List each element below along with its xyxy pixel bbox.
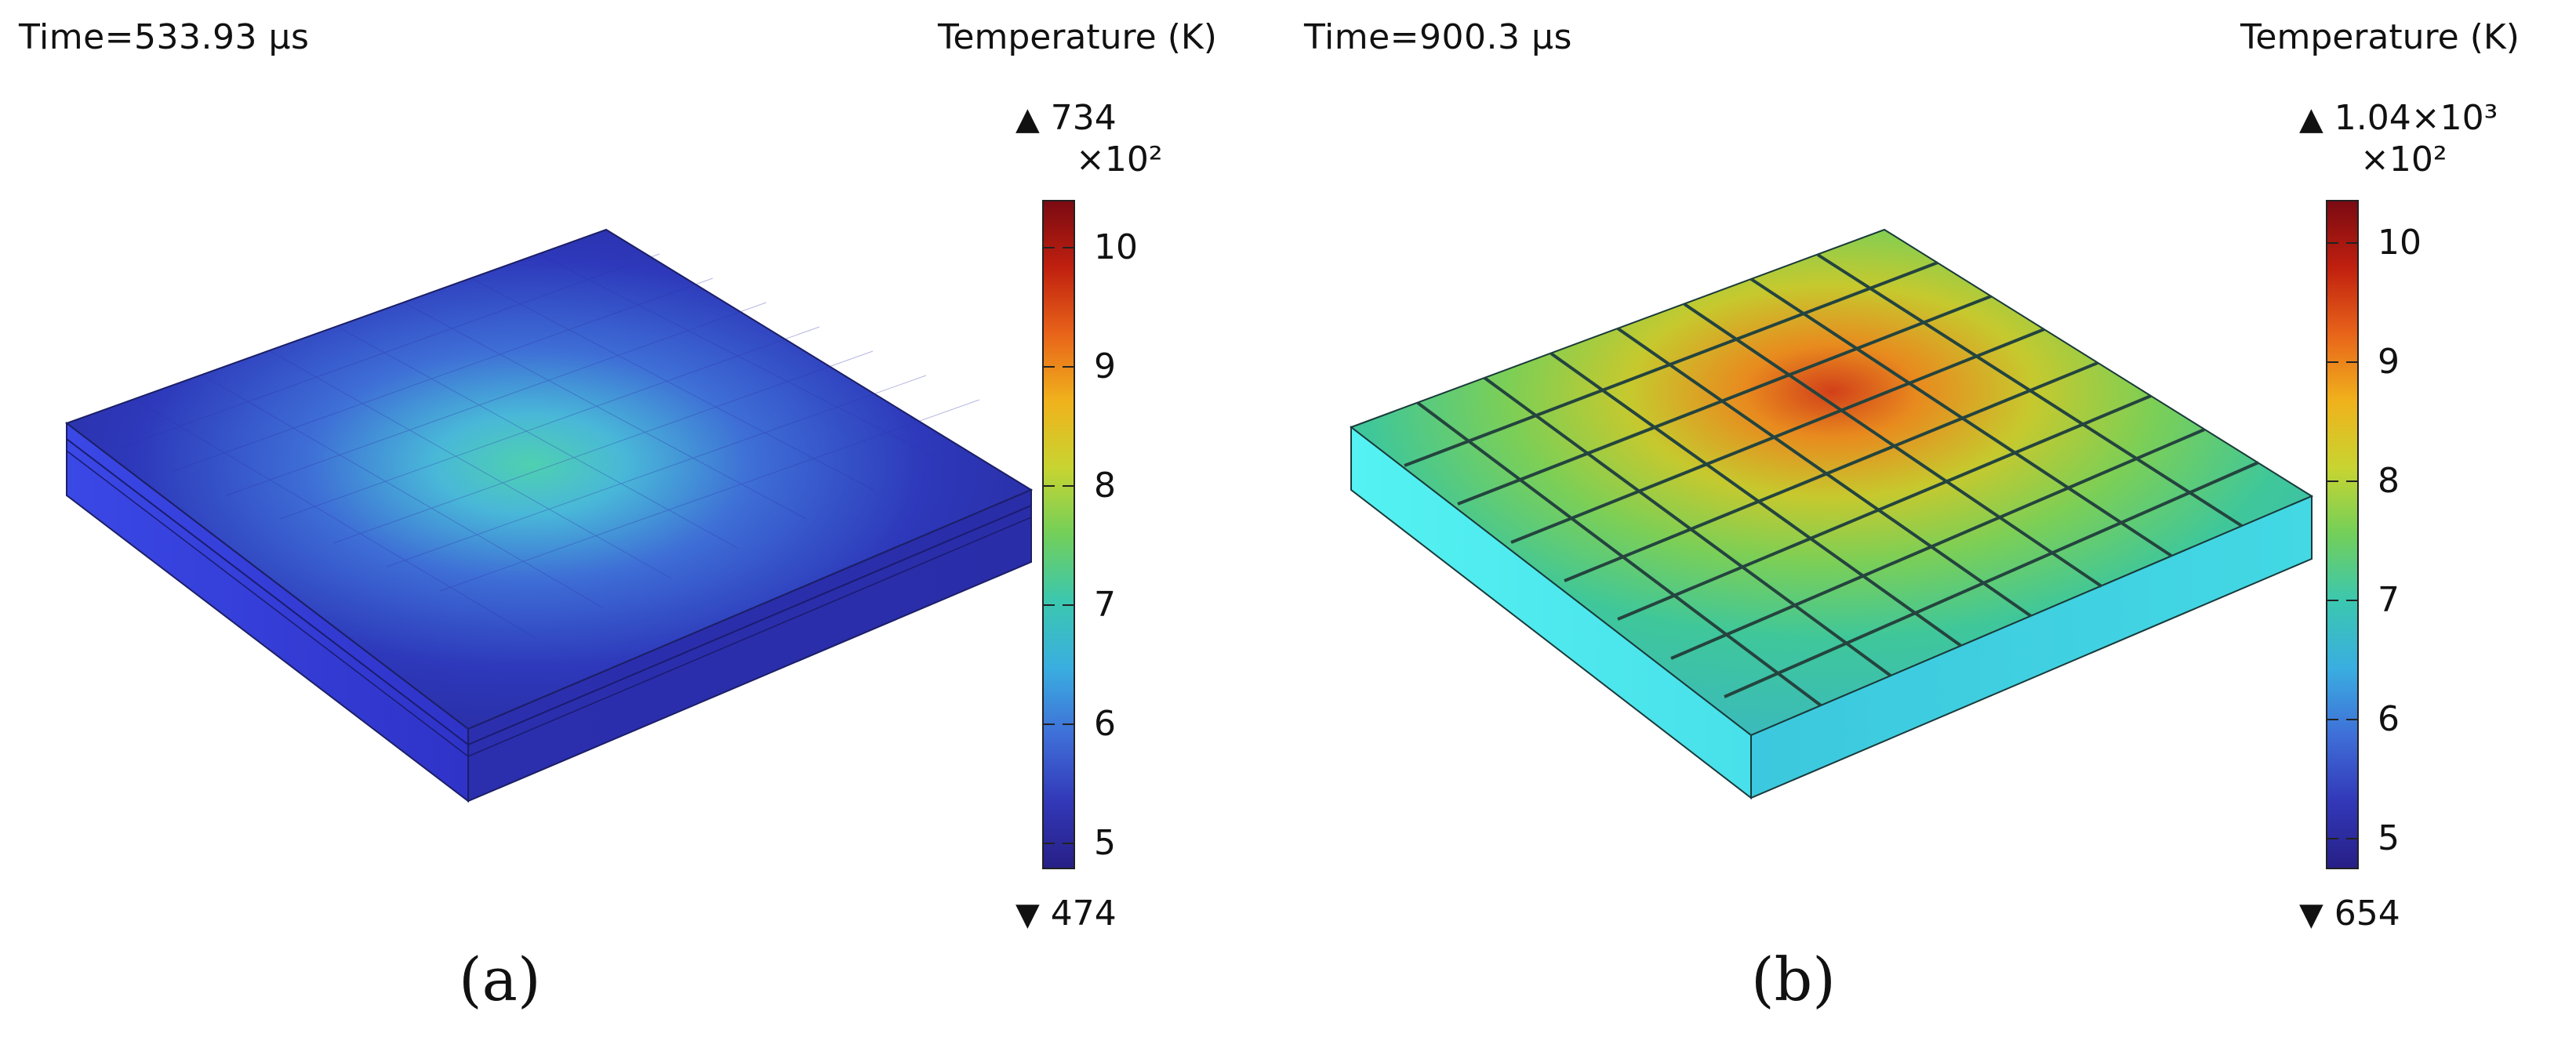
caption-b: (b)	[1751, 945, 1836, 1014]
tick-label-a-5: 5	[1094, 823, 1116, 863]
panel-b-graphic	[1349, 200, 2359, 869]
tick-label-b-10: 10	[2378, 223, 2422, 263]
slab-a-top	[64, 228, 1034, 731]
slab-b-right-side	[1750, 495, 2313, 800]
tick-label-a-9: 9	[1094, 346, 1116, 386]
max-marker-a: ▲	[1016, 101, 1040, 137]
tick-label-b-6: 6	[2378, 699, 2400, 739]
legend-title-a: Temperature (K)	[938, 17, 1217, 57]
caption-a: (a)	[459, 945, 541, 1014]
tick-label-a-6: 6	[1094, 704, 1116, 744]
tick-label-b-8: 8	[2378, 461, 2400, 501]
panel-b: Time=900.3 μs Temperature (K) ▲ 1.04×10³…	[1290, 0, 2576, 1037]
min-value-b: 654	[2334, 894, 2400, 934]
panel-a: Time=533.93 μs Temperature (K) ▲ 734 ×10…	[0, 0, 1286, 1037]
tick-label-a-8: 8	[1094, 466, 1116, 506]
slab-b-tile-grid	[1404, 253, 2259, 707]
tick-label-b-7: 7	[2378, 580, 2400, 620]
max-value-a: 734	[1050, 98, 1117, 138]
time-label-b: Time=900.3 μs	[1304, 17, 1572, 57]
scale-label-b: ×10²	[2360, 140, 2447, 179]
time-label-a: Time=533.93 μs	[19, 17, 310, 57]
tick-label-b-5: 5	[2378, 818, 2400, 858]
max-marker-b: ▲	[2299, 101, 2323, 137]
tick-label-a-10: 10	[1094, 227, 1138, 267]
min-value-a: 474	[1050, 894, 1117, 934]
tick-label-a-7: 7	[1094, 585, 1116, 625]
slab-a-tiles	[119, 253, 980, 639]
scale-label-a: ×10²	[1076, 140, 1163, 179]
slab-b-top	[1349, 228, 2314, 737]
colorbar-a	[1042, 200, 1075, 869]
tick-label-b-9: 9	[2378, 342, 2400, 382]
min-marker-b: ▼	[2299, 897, 2323, 933]
max-value-b: 1.04×10³	[2334, 98, 2498, 138]
legend-title-b: Temperature (K)	[2240, 17, 2520, 57]
min-marker-a: ▼	[1016, 897, 1040, 933]
colorbar-b	[2326, 200, 2359, 869]
slab-a-right-side	[467, 488, 1032, 803]
panel-a-graphic	[64, 200, 1075, 869]
